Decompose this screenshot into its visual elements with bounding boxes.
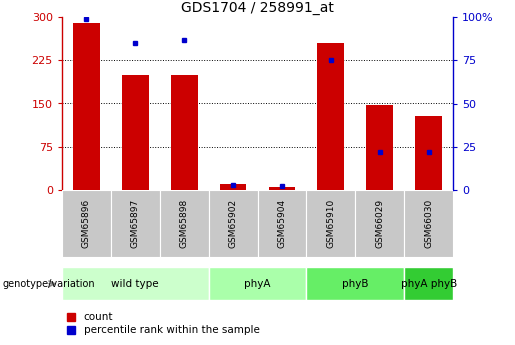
Bar (306, 267, 404, 300)
Text: GSM65910: GSM65910 (327, 199, 335, 248)
Bar (415, 116, 442, 190)
Text: GSM66029: GSM66029 (375, 199, 384, 248)
Title: GDS1704 / 258991_at: GDS1704 / 258991_at (181, 1, 334, 15)
Text: phyA phyB: phyA phyB (401, 279, 457, 289)
Bar (404, 190, 453, 257)
Bar (209, 190, 258, 257)
Bar (355, 190, 404, 257)
Text: GSM65902: GSM65902 (229, 199, 237, 248)
Bar (111, 190, 160, 257)
Bar (209, 267, 306, 300)
Bar (219, 184, 247, 190)
Text: phyB: phyB (342, 279, 369, 289)
Bar (122, 75, 149, 190)
Bar (73, 23, 100, 190)
Bar (62, 267, 209, 300)
Bar (62, 190, 111, 257)
Text: GSM65896: GSM65896 (82, 199, 91, 248)
Bar (404, 267, 453, 300)
Bar (317, 43, 345, 190)
Text: wild type: wild type (111, 279, 159, 289)
Bar (160, 190, 209, 257)
Text: phyA: phyA (244, 279, 271, 289)
Legend: count, percentile rank within the sample: count, percentile rank within the sample (67, 312, 260, 335)
Bar (170, 75, 198, 190)
Bar (366, 105, 393, 190)
Bar (268, 187, 296, 190)
Text: GSM66030: GSM66030 (424, 199, 433, 248)
Text: GSM65897: GSM65897 (131, 199, 140, 248)
Text: GSM65904: GSM65904 (278, 199, 286, 248)
Bar (306, 190, 355, 257)
Bar (258, 190, 306, 257)
Text: GSM65898: GSM65898 (180, 199, 188, 248)
Text: genotype/variation: genotype/variation (3, 279, 95, 289)
